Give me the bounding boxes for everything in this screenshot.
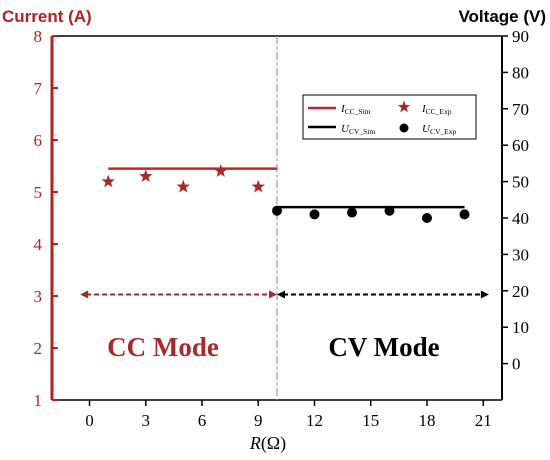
legend-swatch-i-cc-exp [397,100,411,113]
left-tick-label: 3 [34,287,43,306]
region-arrow-head-right [269,290,277,299]
x-axis-title: R(Ω) [249,433,286,454]
legend-box [302,94,477,140]
data-point-dot [347,207,357,218]
legend: ICC_Sim ICC_Exp UCV_Sim UCV_Exp [302,94,477,140]
x-tick-label: 9 [254,411,263,430]
left-tick-label: 7 [34,79,43,98]
right-tick-label: 40 [512,209,529,228]
x-tick-label: 3 [142,411,151,430]
region-arrow-head-right [480,290,489,299]
series-layer [101,164,470,223]
x-axis-title-variable: R [249,433,261,453]
legend-swatch-u-cv-exp [399,123,409,133]
legend-label-i-cc-exp: ICC_Exp [421,103,452,116]
region-arrow-head-left [80,290,89,299]
right-tick-label: 50 [512,173,529,192]
x-tick-label: 12 [306,411,323,430]
data-point-star [251,179,265,193]
data-point-star [139,169,153,183]
left-axis-ticks: 1 2 3 4 5 6 7 8 [34,27,58,410]
data-point-star [101,174,115,188]
data-point-dot [272,205,282,216]
x-tick-label: 18 [419,411,436,430]
right-axis-title: Voltage (V) [458,7,546,26]
legend-label-i-cc-sim: ICC_Sim [340,103,371,116]
x-tick-label: 15 [362,411,379,430]
data-point-dot [459,209,470,220]
legend-star-glyph [397,100,411,113]
right-tick-label: 20 [512,282,529,301]
left-tick-label: 5 [34,183,43,202]
region-arrow-head-left [277,290,285,299]
left-tick-label: 4 [34,235,43,254]
cc-mode-label: CC Mode [107,332,219,362]
x-tick-label: 6 [198,411,207,430]
left-tick-label: 6 [34,131,43,150]
legend-label-u-cv-sim: UCV_Sim [341,123,375,136]
left-tick-label: 2 [34,339,43,358]
x-axis-title-unit: (Ω) [261,433,286,454]
right-tick-label: 80 [512,63,529,82]
mode-regions [80,290,489,299]
x-tick-label: 21 [475,411,492,430]
x-axis-ticks: 0 3 6 9 12 15 18 21 [85,400,492,430]
right-axis-ticks: 0 10 20 30 40 50 60 70 80 90 [502,27,529,374]
right-tick-label: 0 [512,355,521,374]
right-tick-label: 70 [512,100,529,119]
data-point-dot [384,205,395,216]
data-point-dot [422,213,432,223]
legend-label-u-cv-exp: UCV_Exp [422,123,456,136]
left-tick-label: 8 [34,27,43,46]
data-point-dot [309,209,320,220]
data-point-star [214,164,228,177]
x-tick-label: 0 [85,411,94,430]
cv-mode-label: CV Mode [328,332,439,362]
left-axis-title: Current (A) [2,7,92,26]
right-tick-label: 90 [512,27,529,46]
left-tick-label: 1 [34,391,43,410]
right-tick-label: 60 [512,136,529,155]
right-tick-label: 10 [512,318,529,337]
right-tick-label: 30 [512,245,529,264]
data-point-star [176,179,190,193]
